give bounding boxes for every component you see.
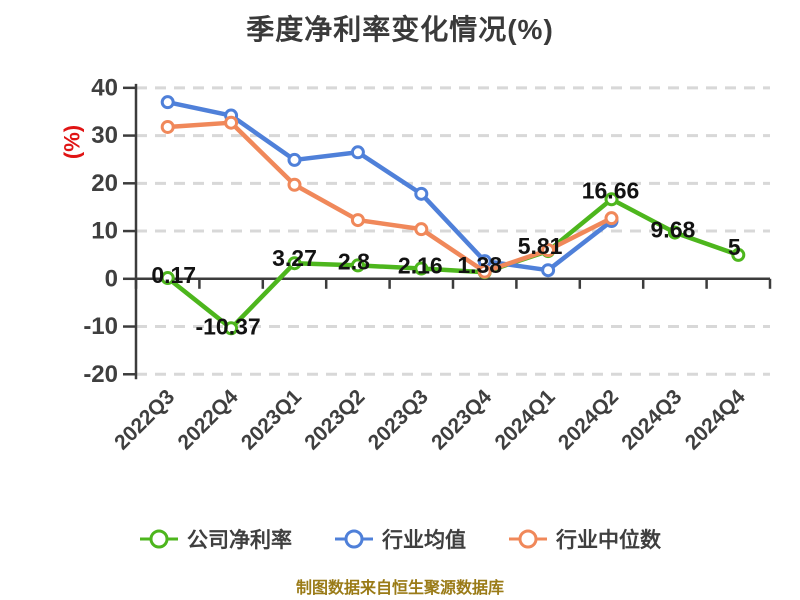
x-category-label: 2023Q4 xyxy=(427,385,496,454)
data-point-2 xyxy=(604,211,619,226)
data-label: 9.68 xyxy=(651,217,696,243)
y-tick-label: -10 xyxy=(83,313,118,340)
data-label: 2.16 xyxy=(398,252,443,278)
legend-label: 行业中位数 xyxy=(556,529,661,552)
data-point-0 xyxy=(414,261,429,276)
data-label: 2.8 xyxy=(338,248,370,274)
x-category-label: 2022Q4 xyxy=(174,385,243,454)
data-point-1 xyxy=(414,186,429,201)
data-label: 5 xyxy=(728,234,741,260)
data-point-2 xyxy=(541,243,556,258)
x-category-label: 2022Q3 xyxy=(110,385,179,454)
data-point-0 xyxy=(604,192,619,207)
data-label: 3.27 xyxy=(272,245,317,271)
y-axis-unit-label: (%) xyxy=(60,125,85,159)
legend-label: 行业均值 xyxy=(382,529,466,552)
x-category-label: 2024Q2 xyxy=(554,385,623,454)
legend-item-company-net-margin[interactable]: 公司净利率 xyxy=(139,524,292,554)
data-point-0 xyxy=(667,225,682,240)
data-label: -10.37 xyxy=(195,313,260,339)
x-category-label: 2023Q2 xyxy=(300,385,369,454)
y-tick-label: 0 xyxy=(105,265,118,292)
legend-marker-line-icon xyxy=(140,529,178,549)
chart-legend: 公司净利率 行业均值 行业中位数 xyxy=(0,522,800,556)
data-label: 5.81 xyxy=(518,233,563,259)
data-point-2 xyxy=(160,119,175,134)
series-line-2 xyxy=(165,120,614,274)
chart-title: 季度净利率变化情况(%) xyxy=(246,14,554,45)
data-point-1 xyxy=(350,145,365,160)
data-label: 16.66 xyxy=(582,177,640,203)
data-point-2 xyxy=(350,213,365,228)
x-category-label: 2024Q3 xyxy=(617,385,686,454)
data-point-0 xyxy=(160,270,175,285)
y-tick-label: 30 xyxy=(91,122,118,149)
legend-label: 公司净利率 xyxy=(187,529,292,552)
data-point-2 xyxy=(414,222,429,237)
data-label: 1.38 xyxy=(457,252,502,278)
data-point-1 xyxy=(541,263,556,278)
data-point-0 xyxy=(287,256,302,271)
data-point-1 xyxy=(287,152,302,167)
y-tick-label: 10 xyxy=(91,218,118,245)
legend-marker-line-icon xyxy=(335,529,373,549)
series-line-1 xyxy=(165,99,614,273)
x-category-label: 2024Q4 xyxy=(681,385,750,454)
data-point-0 xyxy=(731,247,746,262)
data-point-2 xyxy=(287,177,302,192)
x-category-label: 2023Q1 xyxy=(237,385,306,454)
x-category-label: 2023Q3 xyxy=(364,385,433,454)
data-source-note: 制图数据来自恒生聚源数据库 xyxy=(295,580,504,597)
legend-marker-line-icon xyxy=(509,529,547,549)
data-point-0 xyxy=(224,321,239,336)
data-point-2 xyxy=(224,115,239,130)
legend-item-industry-mean[interactable]: 行业均值 xyxy=(334,524,466,554)
y-tick-label: 20 xyxy=(91,170,118,197)
data-label: 0.17 xyxy=(151,262,196,288)
data-point-2 xyxy=(477,264,492,279)
x-category-label: 2024Q1 xyxy=(491,385,560,454)
y-tick-label: -20 xyxy=(83,361,118,388)
data-point-1 xyxy=(160,95,175,110)
data-point-0 xyxy=(350,258,365,273)
legend-item-industry-median[interactable]: 行业中位数 xyxy=(508,524,661,554)
chart-canvas: 403020100-10-20(%)2022Q32022Q42023Q12023… xyxy=(60,74,772,454)
y-tick-label: 40 xyxy=(91,74,118,101)
series-line-0 xyxy=(165,197,741,331)
